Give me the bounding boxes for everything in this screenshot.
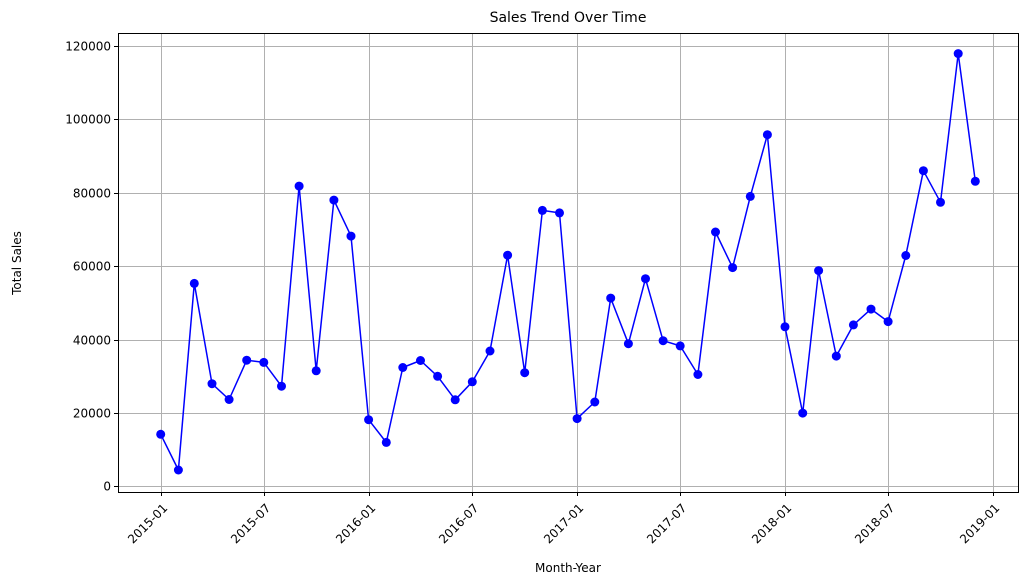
data-point	[450, 395, 460, 405]
data-point	[537, 205, 547, 215]
y-tick-label: 100000	[65, 113, 111, 127]
y-tick-label: 40000	[73, 334, 111, 348]
data-point	[866, 304, 876, 314]
data-point	[831, 351, 841, 361]
data-point	[398, 363, 408, 372]
data-point	[693, 370, 703, 379]
data-point	[381, 437, 391, 447]
data-point	[745, 191, 755, 201]
data-point	[798, 408, 808, 418]
series-markers	[156, 49, 980, 475]
data-point	[329, 195, 339, 205]
data-point	[883, 317, 893, 327]
x-axis-label: Month-Year	[535, 561, 601, 575]
y-tick-label: 80000	[73, 187, 111, 201]
data-point	[936, 197, 945, 207]
chart-title: Sales Trend Over Time	[490, 10, 647, 26]
y-tick-label: 60000	[73, 260, 111, 274]
x-tick-label: 2018-07	[852, 501, 897, 546]
data-point	[259, 357, 269, 367]
x-tick-label: 2019-01	[957, 501, 1002, 546]
data-point	[311, 366, 321, 376]
data-point	[848, 320, 858, 330]
series-line-layer	[160, 52, 977, 471]
data-point	[953, 49, 963, 59]
data-point	[901, 251, 911, 260]
data-point	[433, 371, 443, 381]
data-point	[485, 346, 495, 356]
data-point	[728, 263, 738, 273]
data-point	[814, 266, 824, 276]
data-point	[189, 278, 199, 288]
y-axis-label: Total Sales	[10, 231, 24, 296]
data-point	[364, 415, 374, 425]
data-point	[416, 356, 425, 365]
data-point	[294, 181, 304, 191]
x-tick-label: 2018-01	[749, 501, 794, 546]
data-point	[623, 339, 633, 349]
x-tick-label: 2016-07	[436, 501, 481, 546]
data-point	[606, 293, 616, 303]
data-point	[590, 397, 600, 407]
plot-frame	[118, 33, 1019, 493]
data-point	[658, 336, 668, 346]
data-point	[346, 231, 356, 241]
grid-lines	[118, 33, 1018, 492]
data-point	[641, 274, 650, 284]
data-point	[224, 395, 234, 404]
data-point	[762, 130, 772, 140]
data-point	[780, 322, 790, 332]
data-point	[918, 166, 928, 176]
data-point	[277, 381, 286, 391]
data-point	[207, 379, 217, 389]
y-tick-label: 120000	[65, 40, 111, 54]
y-tick-label: 20000	[73, 407, 111, 421]
x-tick-label: 2017-01	[541, 501, 586, 546]
data-point	[173, 465, 183, 475]
x-tick-label: 2016-01	[333, 501, 378, 546]
data-point	[503, 250, 513, 260]
data-point	[156, 429, 166, 439]
x-tick-label: 2015-07	[228, 501, 273, 546]
data-point	[242, 355, 252, 365]
data-point	[572, 414, 582, 424]
data-point	[711, 227, 720, 237]
x-tick-label: 2017-07	[644, 501, 689, 546]
data-point	[675, 341, 685, 351]
series-line	[160, 52, 977, 471]
data-point	[467, 377, 477, 387]
x-tick-label: 2015-01	[125, 501, 170, 546]
y-tick-label: 0	[103, 480, 111, 494]
data-point	[970, 176, 980, 186]
data-point	[555, 208, 564, 218]
data-point	[520, 368, 530, 378]
